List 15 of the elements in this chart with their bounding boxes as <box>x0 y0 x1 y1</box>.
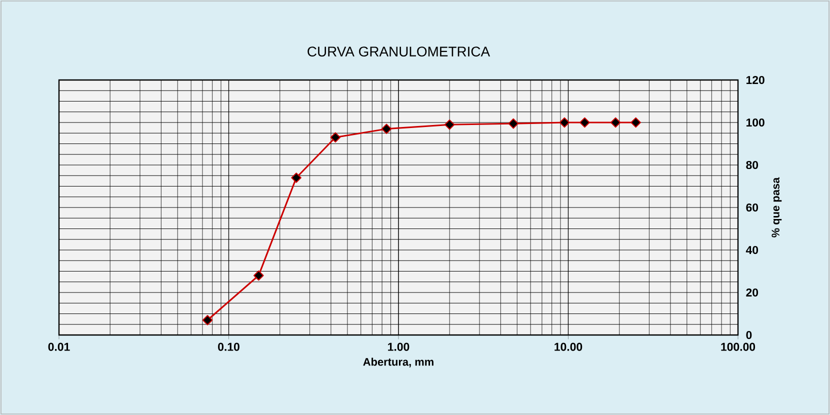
y-tick-label: 100 <box>746 118 764 127</box>
x-tick-label: 0.10 <box>218 342 240 351</box>
y-tick-label: 20 <box>746 288 758 297</box>
x-axis-title: Abertura, mm <box>363 358 434 368</box>
x-tick-label: 100.00 <box>721 342 756 351</box>
y-axis-title: % que pasa <box>772 177 782 238</box>
y-tick-label: 120 <box>746 76 764 84</box>
y-tick-label: 0 <box>746 330 752 340</box>
chart-title: CURVA GRANULOMETRICA <box>308 46 490 57</box>
y-tick-label: 60 <box>746 203 758 212</box>
y-tick-label: 80 <box>746 160 758 170</box>
y-tick-label: 40 <box>746 246 758 254</box>
x-tick-label: 10.00 <box>554 342 582 351</box>
x-tick-label: 1.00 <box>388 342 410 351</box>
x-tick-label: 0.01 <box>48 342 70 351</box>
